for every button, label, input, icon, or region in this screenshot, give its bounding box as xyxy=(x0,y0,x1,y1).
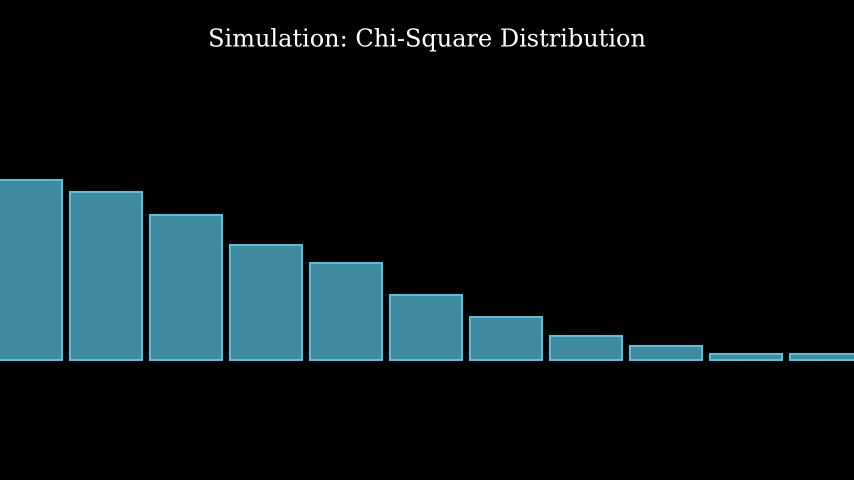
bar xyxy=(69,191,143,361)
bar xyxy=(789,353,854,361)
bar xyxy=(229,244,303,361)
bar xyxy=(629,345,703,361)
bar xyxy=(0,179,63,361)
bar xyxy=(149,214,223,361)
chart-title: Simulation: Chi-Square Distribution xyxy=(208,25,646,53)
bar xyxy=(709,353,783,361)
bar xyxy=(309,262,383,361)
bar xyxy=(469,316,543,361)
bar xyxy=(549,335,623,361)
bar xyxy=(389,294,463,361)
